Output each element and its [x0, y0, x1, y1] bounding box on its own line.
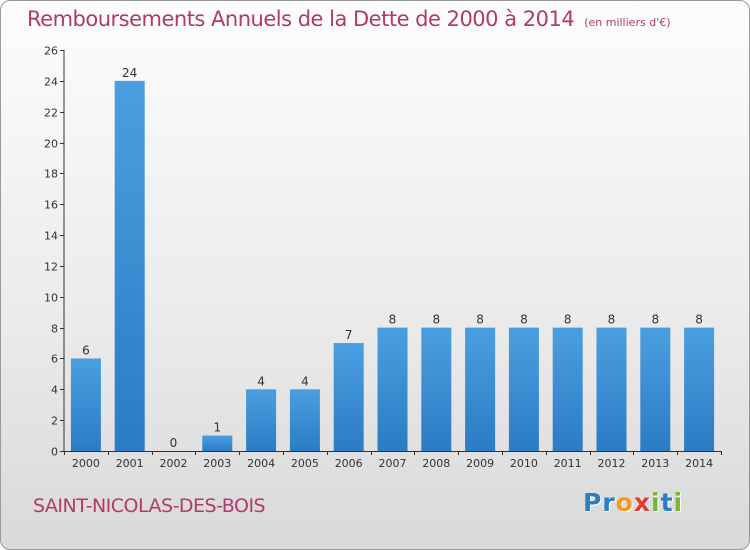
data-label: 8 [695, 313, 703, 327]
chart-title: Remboursements Annuels de la Dette de 20… [27, 7, 670, 31]
proxiti-logo: Proxiti [583, 488, 683, 517]
bar [114, 80, 145, 451]
x-tick-label: 2002 [160, 457, 188, 470]
logo-letter: P [583, 488, 603, 517]
y-tick-label: 0 [51, 446, 58, 459]
data-label: 8 [476, 313, 484, 327]
data-label: 0 [170, 436, 178, 450]
y-tick-label: 10 [44, 292, 58, 305]
y-tick-label: 24 [44, 76, 58, 89]
data-label: 1 [213, 421, 221, 435]
x-tick-label: 2005 [291, 457, 319, 470]
bar [333, 343, 364, 451]
data-label: 8 [651, 313, 659, 327]
logo-letter: r [602, 488, 616, 517]
bar [70, 358, 101, 451]
bar [421, 327, 452, 451]
data-label: 8 [432, 313, 440, 327]
commune-name: SAINT-NICOLAS-DES-BOIS [33, 495, 266, 517]
y-tick-label: 20 [44, 138, 58, 151]
x-tick-label: 2012 [598, 457, 626, 470]
logo-letter: t [660, 488, 674, 517]
x-tick-label: 2014 [685, 457, 713, 470]
logo-letter: i [651, 488, 661, 517]
data-label: 8 [608, 313, 616, 327]
data-label: 8 [389, 313, 397, 327]
x-tick-label: 2009 [466, 457, 494, 470]
y-tick-label: 8 [51, 323, 58, 336]
bar [465, 327, 496, 451]
logo-letter: o [615, 488, 634, 517]
x-tick-label: 2004 [247, 457, 275, 470]
bar [640, 327, 671, 451]
y-tick-label: 22 [44, 107, 58, 120]
data-label: 8 [520, 313, 528, 327]
chart-bars [70, 80, 715, 451]
data-label: 4 [301, 374, 309, 388]
y-tick-label: 12 [44, 261, 58, 274]
data-label: 24 [122, 66, 137, 80]
x-tick-label: 2007 [379, 457, 407, 470]
y-tick-label: 2 [51, 415, 58, 428]
chart-data-labels: 6 24 0 1 4 4 7 8 8 8 8 8 8 8 8 [82, 66, 703, 450]
chart-title-text: Remboursements Annuels de la Dette de 20… [27, 7, 575, 31]
y-tick-label: 4 [51, 384, 58, 397]
data-label: 6 [82, 343, 90, 357]
x-tick-label: 2013 [641, 457, 669, 470]
x-tick-label: 2010 [510, 457, 538, 470]
bar [289, 389, 320, 451]
x-tick-label: 2001 [116, 457, 144, 470]
x-tick-label: 2003 [203, 457, 231, 470]
x-tick-label: 2006 [335, 457, 363, 470]
bar [202, 435, 233, 451]
x-tick-label: 2011 [554, 457, 582, 470]
logo-letter: x [633, 488, 651, 517]
data-label: 8 [564, 313, 572, 327]
bar [377, 327, 408, 451]
y-tick-label: 18 [44, 168, 58, 181]
bar [508, 327, 539, 451]
x-tick-label: 2008 [422, 457, 450, 470]
bar [246, 389, 277, 451]
x-tick-label: 2000 [72, 457, 100, 470]
y-tick-label: 14 [44, 230, 58, 243]
chart-unit-label: (en milliers d'€) [584, 16, 671, 29]
logo-letter: i [673, 488, 684, 517]
y-tick-label: 6 [51, 353, 58, 366]
y-tick-label: 16 [44, 199, 58, 212]
bar [596, 327, 627, 451]
y-tick-label: 26 [44, 45, 58, 58]
bar [552, 327, 583, 451]
data-label: 7 [345, 328, 353, 342]
bar [684, 327, 715, 451]
data-label: 4 [257, 374, 265, 388]
